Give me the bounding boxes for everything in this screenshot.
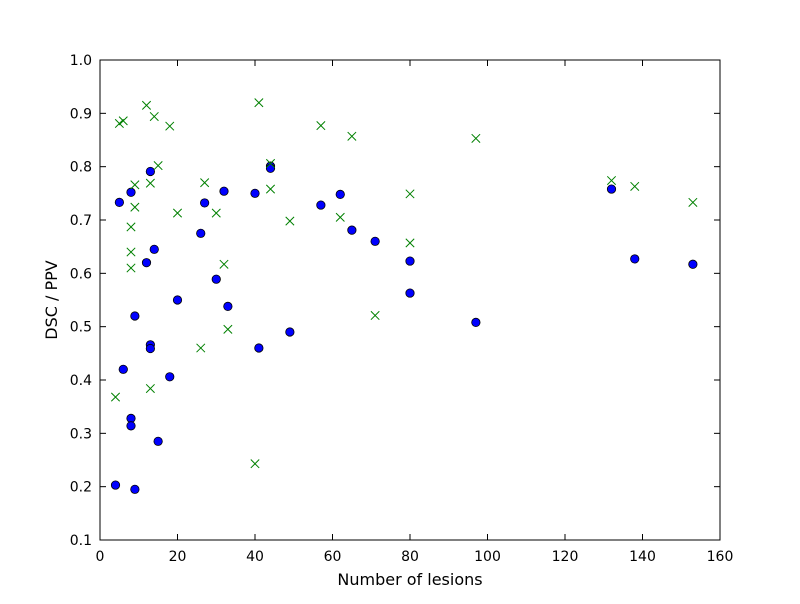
circle-marker [200, 198, 210, 208]
x-axis-ticks: 0 20 40 60 80 100 120 140 160 [96, 60, 734, 565]
x-marker [118, 116, 128, 126]
circle-marker [471, 317, 481, 327]
x-marker [110, 392, 121, 402]
x-marker [265, 184, 276, 194]
x-marker [405, 189, 415, 199]
circle-marker [165, 372, 175, 382]
x-tick-label: 160 [707, 549, 734, 565]
circle-marker [285, 327, 295, 337]
x-tick-label: 140 [629, 549, 656, 565]
x-marker [370, 310, 380, 321]
x-marker [130, 180, 140, 190]
x-marker [250, 459, 260, 469]
y-tick-label: 0.5 [70, 320, 92, 336]
y-axis-ticks: 0.1 0.2 0.3 0.4 0.5 0.6 0.7 0.8 0.9 1.0 [70, 53, 720, 549]
x-marker [405, 238, 415, 248]
x-marker [316, 121, 326, 131]
x-axis-label: Number of lesions [337, 570, 482, 589]
circle-marker [405, 256, 415, 266]
circle-marker [335, 189, 345, 199]
circle-marker [688, 259, 698, 269]
circle-marker [347, 225, 357, 235]
circle-marker [141, 258, 152, 268]
x-marker [114, 118, 124, 129]
circle-marker [196, 228, 206, 238]
circle-marker [130, 311, 140, 321]
y-tick-label: 0.6 [70, 266, 92, 282]
x-marker [471, 133, 481, 143]
y-tick-label: 0.3 [70, 426, 92, 442]
circle-marker [153, 436, 163, 446]
x-tick-label: 100 [474, 549, 501, 565]
x-tick-label: 0 [96, 549, 105, 565]
x-marker [347, 131, 357, 141]
circle-marker [114, 197, 124, 207]
x-marker [606, 175, 617, 186]
x-marker [196, 343, 206, 353]
circle-marker [145, 343, 155, 354]
circle-marker [149, 244, 159, 254]
series-0-circle-markers [110, 161, 698, 494]
x-tick-label: 120 [552, 549, 579, 565]
x-marker [223, 324, 233, 334]
x-marker [165, 121, 175, 131]
circle-marker [316, 200, 326, 210]
circle-marker [254, 343, 264, 353]
x-marker [285, 216, 295, 226]
circle-marker [265, 163, 276, 173]
circle-marker [223, 301, 233, 311]
y-tick-label: 0.4 [70, 373, 92, 389]
x-tick-label: 60 [324, 549, 342, 565]
x-marker [130, 202, 140, 212]
x-marker [126, 247, 136, 257]
circle-marker [211, 274, 221, 284]
circle-marker [126, 421, 136, 431]
x-marker [200, 178, 210, 188]
x-marker [145, 178, 155, 188]
series-1-x-markers [110, 98, 698, 469]
x-marker [335, 212, 345, 222]
plot-border [99, 59, 721, 541]
circle-marker [130, 484, 140, 494]
x-marker [126, 222, 136, 232]
circle-marker [606, 184, 617, 194]
x-marker [211, 208, 221, 218]
x-marker [145, 383, 155, 394]
circle-marker [118, 364, 128, 374]
y-tick-label: 0.1 [70, 533, 92, 549]
x-tick-label: 20 [169, 549, 187, 565]
x-marker [172, 208, 183, 218]
x-marker [688, 197, 698, 207]
x-marker [153, 161, 163, 171]
chart-marks [110, 98, 698, 494]
x-marker [141, 100, 152, 110]
circle-marker [405, 288, 415, 298]
circle-marker [126, 187, 136, 197]
circle-marker [110, 480, 121, 490]
x-tick-label: 80 [401, 549, 419, 565]
y-tick-label: 0.9 [70, 106, 92, 122]
x-marker [265, 158, 276, 169]
y-tick-label: 1.0 [70, 53, 92, 69]
x-marker [149, 111, 159, 122]
circle-marker [630, 254, 640, 264]
y-axis-label: DSC / PPV [42, 260, 61, 340]
circle-marker [250, 188, 260, 198]
plot-frame [99, 59, 721, 541]
circle-marker [370, 236, 380, 246]
x-marker [219, 259, 229, 269]
x-tick-label: 40 [246, 549, 264, 565]
x-marker [126, 263, 136, 273]
circle-marker [172, 295, 183, 305]
circle-marker [145, 166, 155, 177]
x-marker [254, 98, 264, 108]
y-tick-label: 0.2 [70, 480, 92, 496]
y-tick-label: 0.8 [70, 160, 92, 176]
circle-marker [219, 186, 229, 196]
x-marker [630, 181, 640, 191]
y-tick-label: 0.7 [70, 213, 92, 229]
